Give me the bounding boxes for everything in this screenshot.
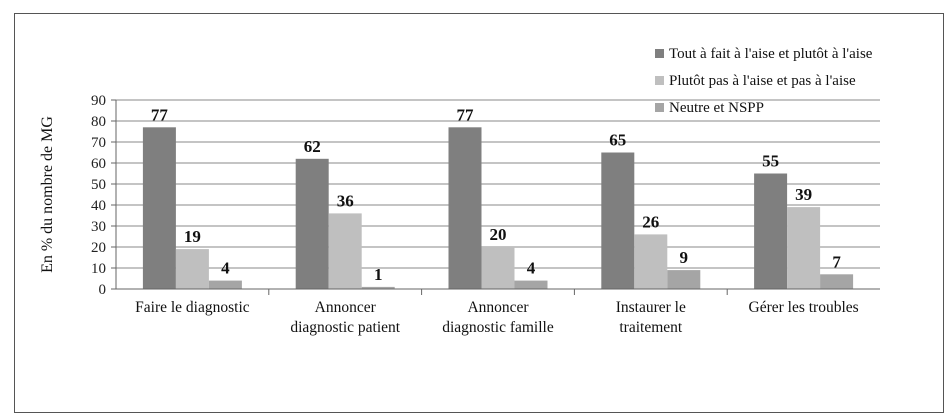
legend-label: Tout à fait à l'aise et plutôt à l'aise	[669, 46, 873, 62]
x-axis: Faire le diagnostic Annoncer diagnostic pa…	[116, 288, 880, 336]
data-label: 4	[527, 259, 536, 278]
y-tick-label: 80	[91, 114, 106, 130]
gridlines	[116, 99, 880, 269]
data-label: 65	[609, 131, 626, 150]
bar	[142, 127, 176, 289]
legend-label: Plutôt pas à l'aise et pas à l'aise	[669, 73, 856, 89]
data-label: 4	[221, 259, 230, 278]
y-tick-label: 30	[91, 219, 106, 235]
category-label: diagnostic famille	[442, 319, 554, 336]
bar	[208, 280, 242, 289]
data-label: 36	[337, 191, 354, 210]
bar	[448, 127, 482, 289]
y-tick-label: 40	[91, 198, 106, 214]
category-label: Annoncer	[467, 299, 529, 316]
y-tick-label: 0	[99, 282, 107, 298]
y-tick-label: 60	[91, 156, 106, 172]
bar	[361, 286, 395, 289]
legend: Tout à fait à l'aise et plutôt à l'aise P…	[655, 46, 873, 116]
category-label: Gérer les troubles	[749, 299, 859, 316]
category-label: Instaurer le	[616, 299, 686, 316]
bar	[787, 207, 821, 289]
bar	[481, 247, 515, 289]
legend-label: Neutre et NSPP	[669, 100, 764, 116]
bars	[142, 127, 854, 289]
y-tick-label: 90	[91, 93, 106, 109]
y-tick-label: 10	[91, 261, 106, 277]
data-label: 55	[762, 152, 779, 171]
bar	[634, 234, 668, 289]
y-axis: 0 10 20 30 40 50 60 70 80 90	[91, 93, 117, 298]
bar	[754, 173, 788, 289]
data-label: 77	[151, 105, 169, 124]
y-tick-label: 20	[91, 240, 106, 256]
category-label: Annoncer	[315, 299, 377, 316]
category-label: Faire le diagnostic	[135, 299, 250, 316]
category-label: traitement	[619, 319, 683, 336]
data-labels: 77 19 4 62 36 1 77 20 4 65 26 9 55 39 7	[151, 105, 841, 284]
data-label: 9	[680, 248, 689, 267]
data-label: 39	[795, 185, 812, 204]
data-label: 20	[490, 225, 507, 244]
legend-swatch	[655, 76, 664, 85]
legend-swatch	[655, 49, 664, 58]
data-label: 77	[457, 105, 475, 124]
y-tick-label: 70	[91, 135, 106, 151]
y-axis-label: En % du nombre de MG	[39, 116, 56, 273]
data-label: 26	[642, 212, 659, 231]
data-label: 62	[304, 137, 321, 156]
data-label: 1	[374, 265, 383, 284]
data-label: 19	[184, 227, 201, 246]
bar	[175, 249, 209, 289]
y-tick-label: 50	[91, 177, 106, 193]
bar	[295, 158, 329, 289]
bar	[667, 270, 701, 289]
bar	[820, 274, 854, 289]
legend-swatch	[655, 103, 664, 112]
category-label: diagnostic patient	[290, 319, 400, 336]
bar	[514, 280, 548, 289]
data-label: 7	[832, 252, 841, 271]
bar	[601, 152, 635, 289]
bar	[328, 213, 362, 289]
